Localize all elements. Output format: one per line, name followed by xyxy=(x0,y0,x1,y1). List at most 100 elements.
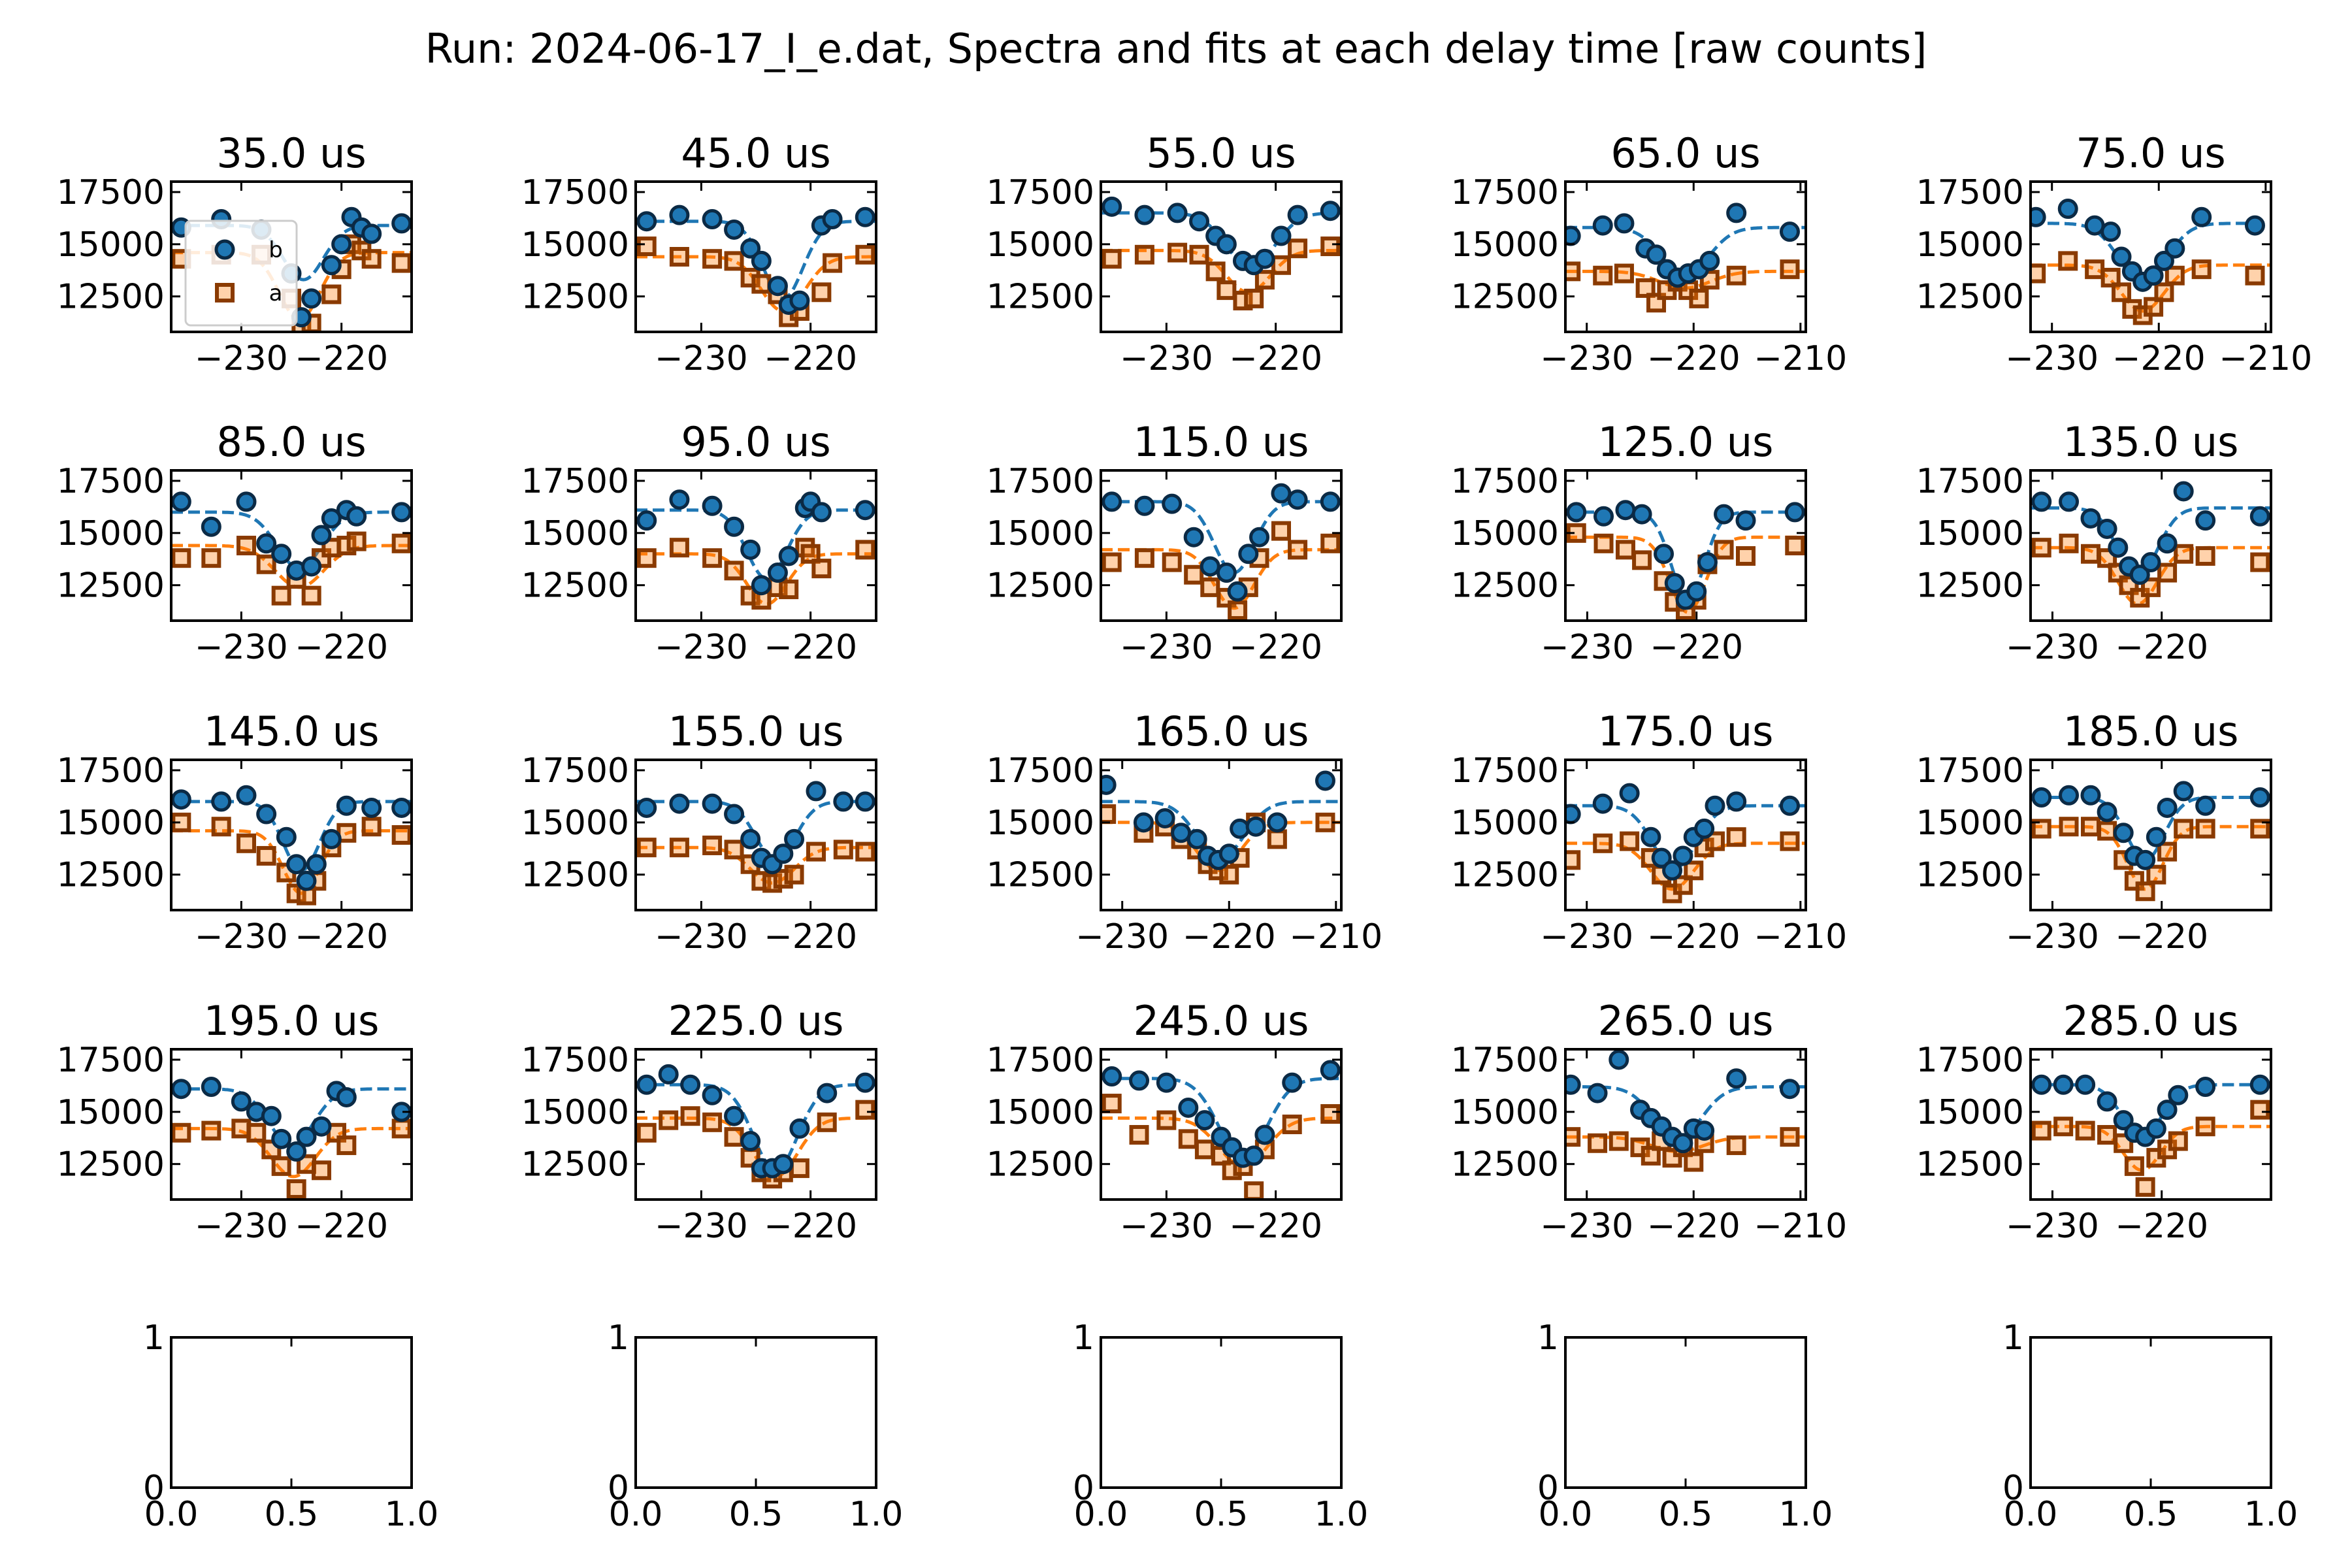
data-point-b xyxy=(1245,816,1266,837)
data-point-a xyxy=(724,251,744,271)
data-point-b xyxy=(2249,1074,2270,1095)
data-point-b xyxy=(311,1116,332,1137)
data-point-b xyxy=(1592,215,1613,236)
subplot-7: 95.0 us 17500 15000 12500 −230 −220 xyxy=(521,418,877,667)
data-point-b xyxy=(1631,504,1652,525)
data-point-b xyxy=(1102,491,1122,512)
legend-label-a: a xyxy=(269,280,283,306)
data-point-b xyxy=(391,213,412,234)
data-point-b xyxy=(789,290,810,311)
data-point-b xyxy=(2157,1100,2178,1120)
data-point-b xyxy=(2146,1118,2166,1139)
subplot-frame xyxy=(2029,180,2272,333)
empty-subplot-4: 0.0 0.5 1.0 0 1 xyxy=(1537,1318,1833,1534)
subplot-plot-area xyxy=(1101,196,1341,311)
data-point-a xyxy=(1684,860,1704,881)
fit-line-a xyxy=(1565,841,1806,891)
x-tick-label: −230 xyxy=(1540,1207,1633,1246)
data-point-a xyxy=(1593,833,1613,853)
y-tick-label: 12500 xyxy=(57,1145,165,1184)
data-point-a xyxy=(1244,1181,1264,1200)
data-point-a xyxy=(301,585,321,606)
y-tick-label: 17500 xyxy=(1451,462,1559,501)
subplot-frame xyxy=(1564,1048,1807,1201)
data-point-b xyxy=(331,234,352,255)
x-tick-label: 0.0 xyxy=(1539,1495,1593,1534)
data-point-b xyxy=(2249,506,2270,527)
y-tick-label: 0 xyxy=(608,1469,629,1508)
data-point-a xyxy=(2075,1120,2095,1141)
data-point-a xyxy=(784,864,804,885)
x-tick-label: 0.5 xyxy=(1659,1495,1713,1534)
data-point-a xyxy=(2112,282,2132,302)
data-point-b xyxy=(822,209,843,229)
y-tick-label: 17500 xyxy=(1916,173,2024,212)
y-tick-label: 15000 xyxy=(57,225,165,265)
y-tick-label: 17500 xyxy=(1916,1041,2024,1080)
data-point-b xyxy=(2146,826,2166,847)
subplot-plot-area xyxy=(1101,1060,1341,1200)
data-point-b xyxy=(1673,1133,1693,1154)
data-point-b xyxy=(1654,544,1674,564)
data-point-b xyxy=(811,502,832,523)
data-point-b xyxy=(2168,1085,2189,1105)
subplot-17: 225.0 us 17500 15000 12500 −230 −220 xyxy=(521,997,877,1246)
subplot-plot-area xyxy=(1565,500,1806,621)
data-point-b xyxy=(1694,1120,1715,1141)
data-point-b xyxy=(2157,797,2178,818)
data-point-a xyxy=(724,1127,744,1147)
data-point-a xyxy=(261,1139,282,1160)
data-point-a xyxy=(636,237,657,257)
data-point-b xyxy=(855,500,875,521)
data-point-a xyxy=(724,561,744,581)
data-point-b xyxy=(1154,808,1175,828)
data-point-b xyxy=(1320,491,1341,512)
data-point-b xyxy=(2244,215,2265,236)
data-point-a xyxy=(346,531,367,551)
data-point-a xyxy=(855,540,875,560)
data-point-b xyxy=(740,828,761,849)
data-point-b xyxy=(636,510,657,531)
data-point-b xyxy=(1249,527,1270,547)
data-point-a xyxy=(2154,282,2174,302)
data-point-a xyxy=(2059,533,2079,553)
subplot-title: 265.0 us xyxy=(1598,997,1774,1045)
x-tick-label: −220 xyxy=(1229,1207,1322,1246)
data-point-b xyxy=(658,1064,679,1085)
data-point-b xyxy=(773,843,794,864)
data-point-b xyxy=(256,804,277,825)
data-point-b xyxy=(1287,489,1308,510)
x-tick-label: −230 xyxy=(1540,339,1633,378)
data-point-b xyxy=(1315,770,1335,791)
data-point-b xyxy=(1614,213,1635,234)
subplot-11: 145.0 us 17500 15000 12500 −230 −220 xyxy=(57,708,413,956)
x-tick-label: −230 xyxy=(2006,917,2099,956)
legend: ba xyxy=(184,220,298,327)
data-point-a xyxy=(1102,249,1122,269)
x-tick-label: −230 xyxy=(195,628,288,667)
data-point-b xyxy=(1646,244,1667,265)
data-point-a xyxy=(636,548,657,568)
data-point-a xyxy=(361,817,382,837)
data-point-b xyxy=(201,1077,221,1097)
data-point-b xyxy=(1697,552,1718,573)
data-point-a xyxy=(1736,546,1756,566)
data-point-b xyxy=(276,826,297,847)
data-point-a xyxy=(171,1122,191,1143)
data-point-a xyxy=(2081,817,2100,837)
data-point-a xyxy=(1228,600,1248,621)
data-point-b xyxy=(1592,793,1613,814)
fit-line-a xyxy=(171,544,412,589)
data-point-b xyxy=(1243,1145,1264,1166)
data-point-b xyxy=(1694,818,1715,839)
subplot-frame xyxy=(1100,180,1343,333)
data-point-b xyxy=(1779,1079,1800,1100)
y-tick-label: 17500 xyxy=(521,173,629,212)
data-point-b xyxy=(2191,206,2212,227)
fit-line-a xyxy=(171,829,412,895)
y-tick-label: 15000 xyxy=(521,804,629,843)
y-tick-label: 1 xyxy=(1073,1318,1094,1358)
data-point-b xyxy=(2143,265,2164,286)
legend-box xyxy=(184,220,298,327)
subplot-plot-area xyxy=(1101,770,1341,885)
